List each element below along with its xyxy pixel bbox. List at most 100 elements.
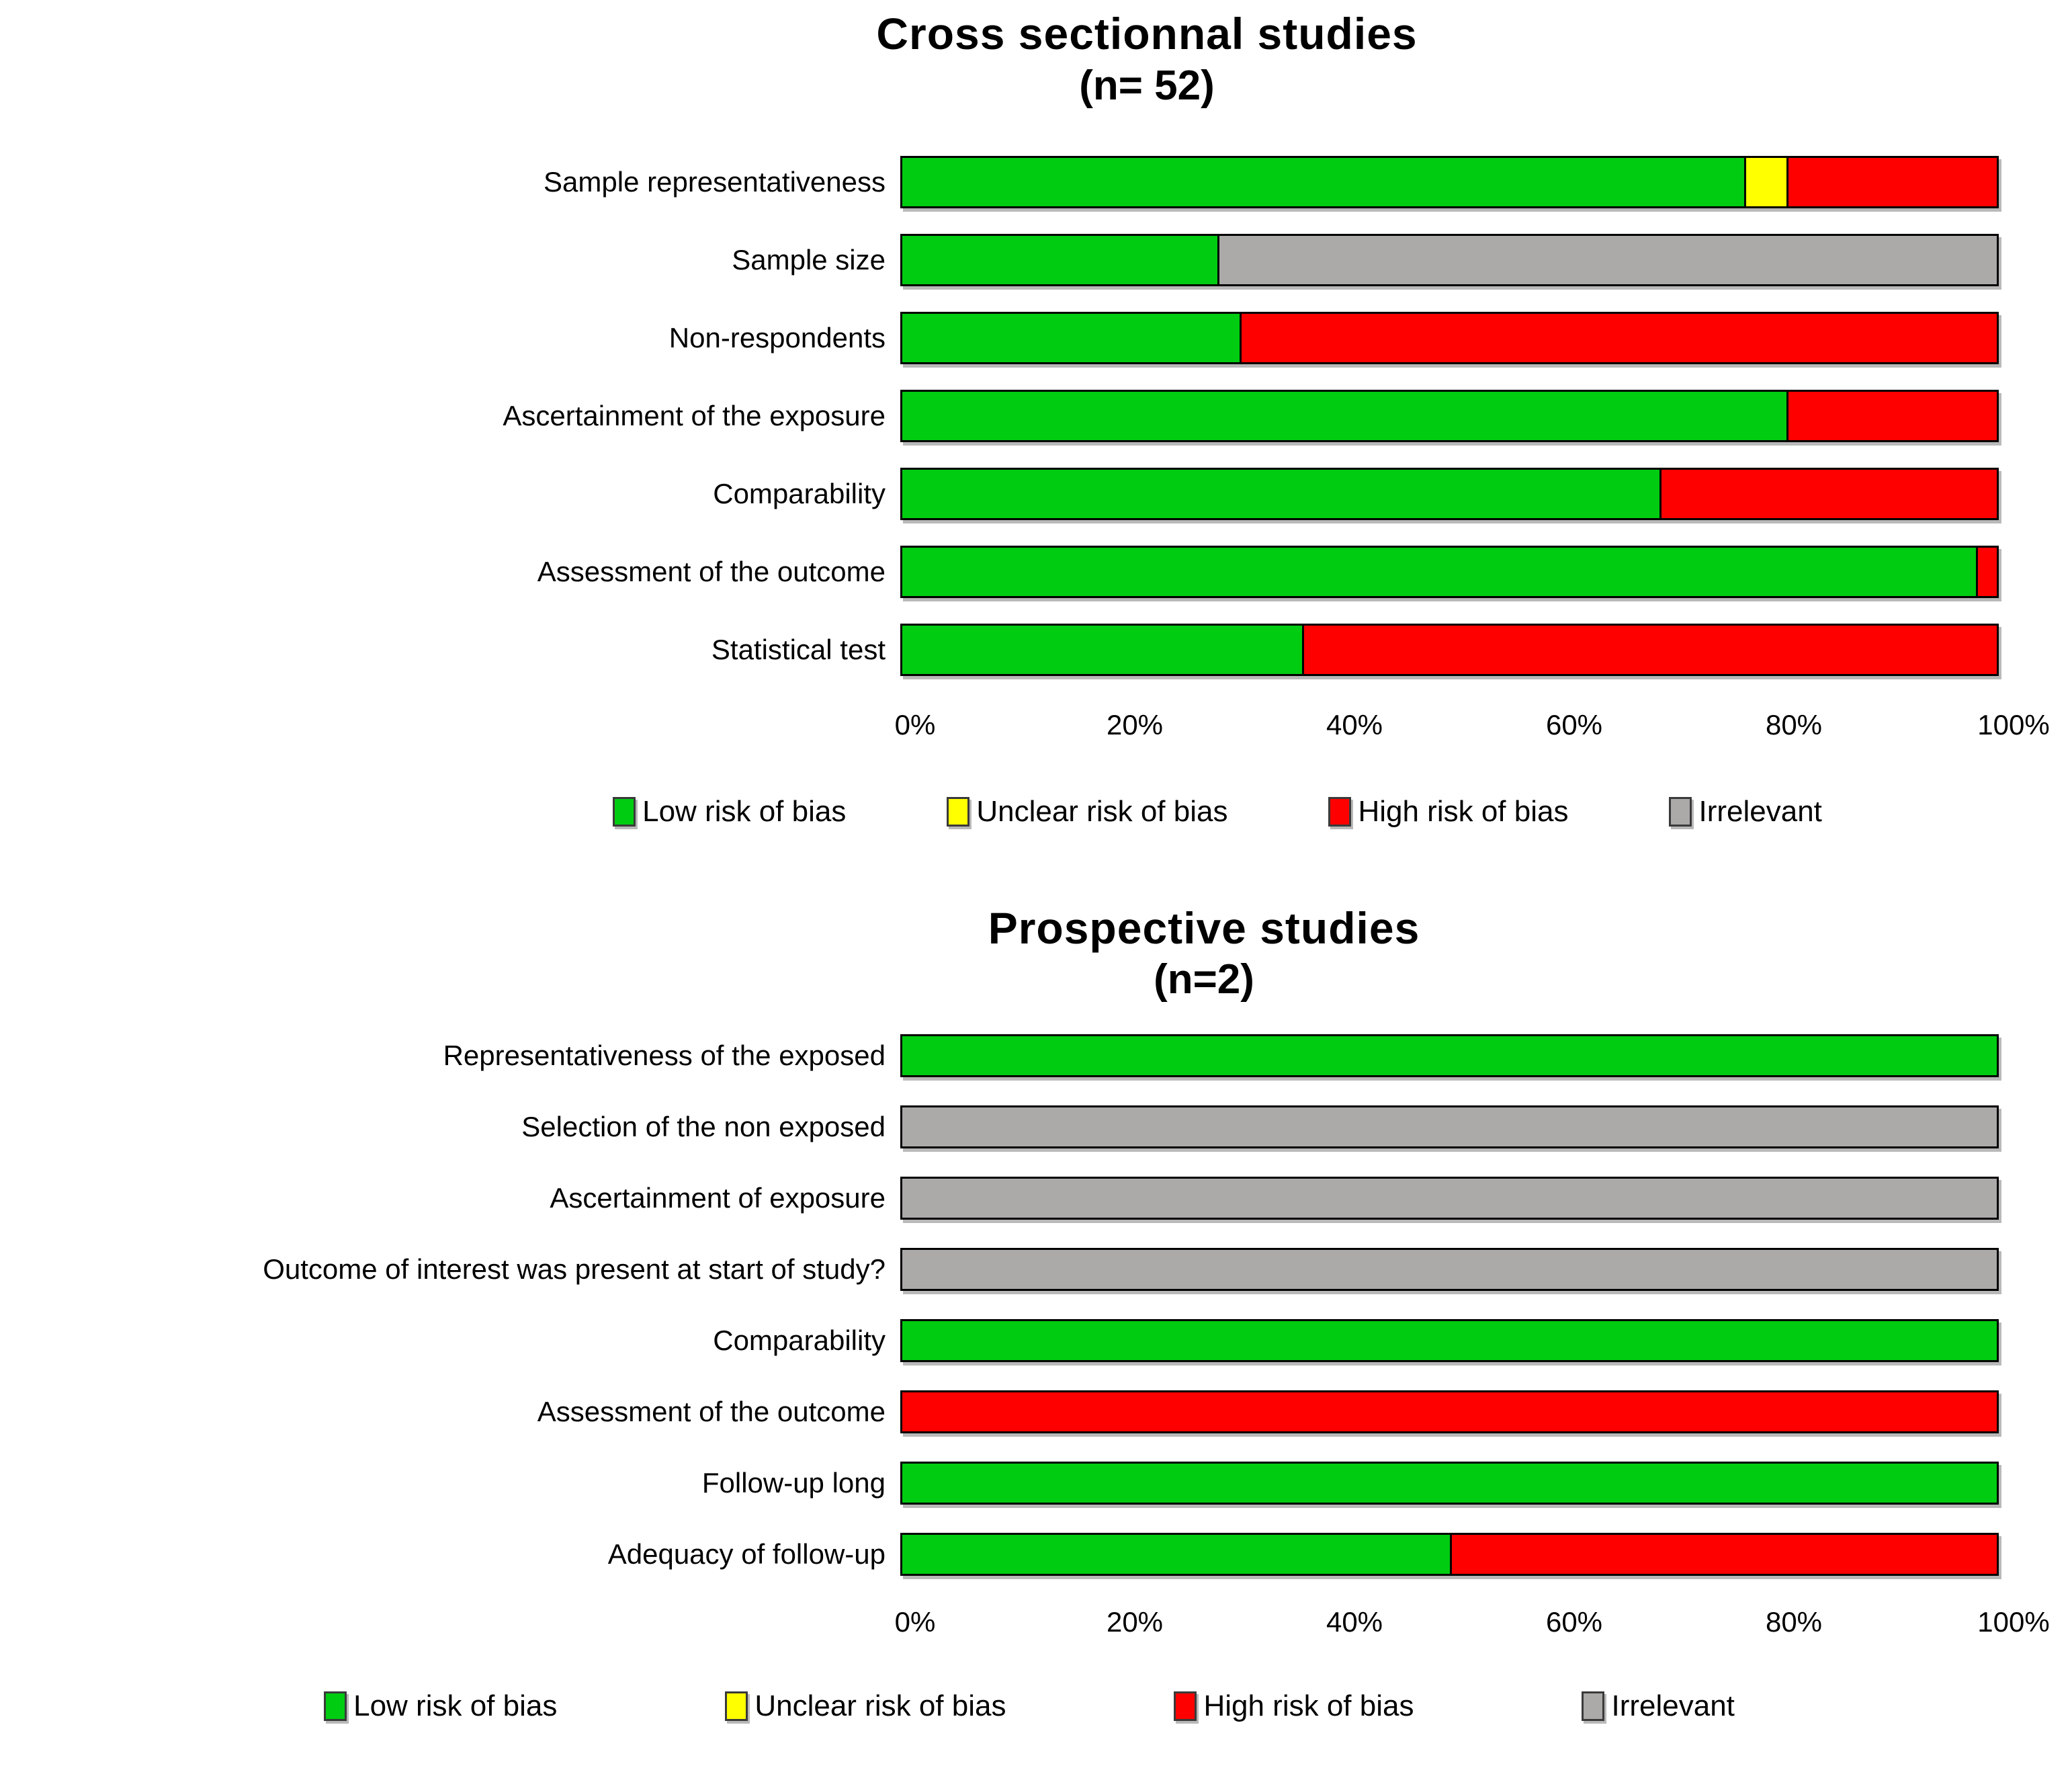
- category-label: Ascertainment of the exposure: [503, 399, 886, 431]
- stacked-bar: [900, 1034, 1999, 1077]
- chart-title: Prospective studies: [988, 902, 1420, 953]
- bar-segment-low-risk: [902, 235, 1218, 284]
- bar-segment-high-risk: [1976, 547, 1997, 596]
- legend: Low risk of bias Unclear risk of bias High…: [0, 1689, 2065, 1723]
- category-label: Comparability: [713, 1324, 886, 1356]
- axis-tick-label: 100%: [1977, 708, 2050, 741]
- bar-segment-irrelevant-risk: [902, 1107, 1997, 1146]
- axis-tick-label: 100%: [1977, 1605, 2050, 1638]
- chart-row: Statistical test: [0, 611, 2072, 689]
- bar-segment-irrelevant-risk: [902, 1249, 1997, 1289]
- category-label: Statistical test: [711, 633, 886, 665]
- chart-row: Comparability: [0, 1305, 2072, 1376]
- axis-tick-label: 80%: [1765, 1605, 1823, 1638]
- legend-swatch-low-icon: [613, 796, 636, 827]
- category-label: Assessment of the outcome: [537, 1395, 886, 1427]
- legend-item-irrelevant-risk: Irrelevant: [1582, 1689, 1735, 1723]
- prospective-studies-chart: Prospective studies (n=2) Representative…: [0, 901, 2072, 1723]
- bar-segment-irrelevant-risk: [902, 1178, 1997, 1218]
- bar-segment-high-risk: [1786, 391, 1997, 440]
- stacked-bar: [900, 1532, 1999, 1576]
- legend-label: Unclear risk of bias: [976, 794, 1228, 828]
- legend-item-low-risk: Low risk of bias: [324, 1689, 557, 1723]
- category-label: Ascertainment of exposure: [550, 1181, 886, 1214]
- chart-row: Comparability: [0, 455, 2072, 533]
- bar-segment-high-risk: [1239, 313, 1997, 362]
- category-label: Follow-up long: [701, 1466, 886, 1499]
- bar-segment-low-risk: [902, 1320, 1997, 1360]
- chart-subtitle: (n=2): [1154, 956, 1254, 1003]
- chart-title-block: Prospective studies (n=2): [168, 901, 2072, 1005]
- legend-label: High risk of bias: [1358, 794, 1569, 828]
- x-axis-track: 0% 20% 40% 60% 80% 100%: [895, 708, 2050, 745]
- chart-title-block: Cross sectionnal studies (n= 52): [111, 0, 2072, 111]
- x-axis: 0% 20% 40% 60% 80% 100%: [895, 1605, 2050, 1642]
- chart-row: Assessment of the outcome: [0, 1376, 2072, 1447]
- chart-row: Adequacy of follow-up: [0, 1519, 2072, 1590]
- plot-area: Representativeness of the exposed Selecti…: [0, 1020, 2072, 1590]
- bar-segment-low-risk: [902, 313, 1240, 362]
- chart-row: Selection of the non exposed: [0, 1091, 2072, 1163]
- axis-tick-label: 60%: [1545, 708, 1603, 741]
- category-label: Outcome of interest was present at start…: [263, 1253, 886, 1285]
- category-label: Adequacy of follow-up: [607, 1538, 886, 1570]
- category-label: Sample representativeness: [544, 165, 886, 198]
- legend-label: Low risk of bias: [642, 794, 847, 828]
- axis-tick-label: 0%: [894, 708, 936, 741]
- bar-segment-low-risk: [902, 391, 1787, 440]
- category-label: Assessment of the outcome: [537, 555, 886, 587]
- legend-item-high-risk: High risk of bias: [1174, 1689, 1414, 1723]
- stacked-bar: [900, 623, 1999, 676]
- stacked-bar: [900, 1390, 1999, 1433]
- axis-tick-label: 40%: [1326, 708, 1383, 741]
- category-label: Comparability: [713, 477, 886, 509]
- category-label: Representativeness of the exposed: [443, 1039, 886, 1071]
- stacked-bar: [900, 1247, 1999, 1291]
- legend-swatch-irrelevant-icon: [1669, 796, 1692, 827]
- legend-swatch-low-icon: [324, 1691, 347, 1721]
- legend-swatch-high-icon: [1174, 1691, 1197, 1721]
- stacked-bar: [900, 389, 1999, 442]
- legend-swatch-high-icon: [1328, 796, 1352, 827]
- axis-tick-label: 80%: [1765, 708, 1823, 741]
- legend-label: Low risk of bias: [353, 1689, 558, 1722]
- stacked-bar: [900, 155, 1999, 208]
- axis-tick-label: 0%: [894, 1605, 936, 1638]
- bar-segment-high-risk: [1449, 1534, 1997, 1574]
- legend: Low risk of bias Unclear risk of bias High…: [181, 795, 2072, 829]
- legend-item-irrelevant-risk: Irrelevant: [1669, 795, 1822, 829]
- chart-row: Non-respondents: [0, 299, 2072, 377]
- bar-segment-low-risk: [902, 1036, 1997, 1075]
- legend-label: High risk of bias: [1203, 1689, 1414, 1722]
- cross-sectional-studies-chart: Cross sectionnal studies (n= 52) Sample …: [0, 0, 2072, 829]
- stacked-bar: [900, 1461, 1999, 1505]
- chart-row: Representativeness of the exposed: [0, 1020, 2072, 1091]
- category-label: Non-respondents: [668, 321, 886, 353]
- stacked-bar: [900, 233, 1999, 286]
- legend-swatch-unclear-icon: [725, 1691, 748, 1721]
- bar-segment-high-risk: [1301, 625, 1997, 674]
- axis-tick-label: 40%: [1326, 1605, 1383, 1638]
- legend-item-unclear-risk: Unclear risk of bias: [947, 795, 1227, 829]
- chart-row: Sample representativeness: [0, 143, 2072, 221]
- legend-swatch-unclear-icon: [947, 796, 970, 827]
- chart-row: Follow-up long: [0, 1447, 2072, 1519]
- bar-segment-unclear-risk: [1743, 157, 1787, 206]
- x-axis-track: 0% 20% 40% 60% 80% 100%: [895, 1605, 2050, 1642]
- bar-segment-low-risk: [902, 1534, 1450, 1574]
- legend-label: Irrelevant: [1611, 1689, 1735, 1722]
- bar-segment-high-risk: [1659, 469, 1997, 518]
- stacked-bar: [900, 311, 1999, 364]
- bar-segment-high-risk: [1786, 157, 1997, 206]
- chart-row: Outcome of interest was present at start…: [0, 1234, 2072, 1305]
- axis-tick-label: 20%: [1106, 1605, 1164, 1638]
- axis-tick-label: 60%: [1545, 1605, 1603, 1638]
- bar-segment-low-risk: [902, 157, 1744, 206]
- chart-title: Cross sectionnal studies: [876, 9, 1418, 58]
- chart-row: Assessment of the outcome: [0, 533, 2072, 611]
- legend-item-low-risk: Low risk of bias: [613, 795, 846, 829]
- bar-segment-irrelevant-risk: [1217, 235, 1997, 284]
- bar-segment-low-risk: [902, 469, 1660, 518]
- legend-item-high-risk: High risk of bias: [1328, 795, 1568, 829]
